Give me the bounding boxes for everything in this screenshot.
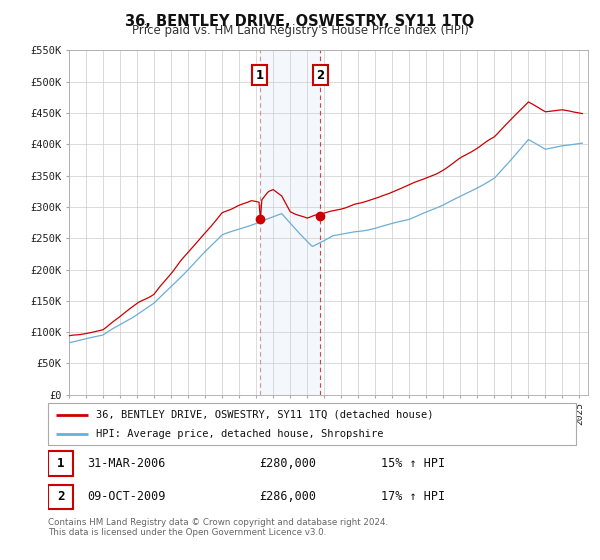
Text: 09-OCT-2009: 09-OCT-2009 [88, 491, 166, 503]
Text: 2: 2 [316, 69, 325, 82]
Text: 36, BENTLEY DRIVE, OSWESTRY, SY11 1TQ: 36, BENTLEY DRIVE, OSWESTRY, SY11 1TQ [125, 14, 475, 29]
Text: 36, BENTLEY DRIVE, OSWESTRY, SY11 1TQ (detached house): 36, BENTLEY DRIVE, OSWESTRY, SY11 1TQ (d… [95, 409, 433, 419]
Text: 15% ↑ HPI: 15% ↑ HPI [380, 457, 445, 470]
Text: £280,000: £280,000 [259, 457, 316, 470]
Bar [48, 485, 73, 509]
Text: Price paid vs. HM Land Registry's House Price Index (HPI): Price paid vs. HM Land Registry's House … [131, 24, 469, 37]
Bar [48, 451, 73, 475]
Text: £286,000: £286,000 [259, 491, 316, 503]
Text: HPI: Average price, detached house, Shropshire: HPI: Average price, detached house, Shro… [95, 429, 383, 439]
Text: This data is licensed under the Open Government Licence v3.0.: This data is licensed under the Open Gov… [48, 528, 326, 537]
Text: 1: 1 [57, 457, 64, 470]
Text: 2: 2 [57, 491, 64, 503]
Text: Contains HM Land Registry data © Crown copyright and database right 2024.: Contains HM Land Registry data © Crown c… [48, 518, 388, 527]
Text: 1: 1 [256, 69, 264, 82]
Text: 31-MAR-2006: 31-MAR-2006 [88, 457, 166, 470]
Bar [260, 50, 320, 395]
Text: 17% ↑ HPI: 17% ↑ HPI [380, 491, 445, 503]
